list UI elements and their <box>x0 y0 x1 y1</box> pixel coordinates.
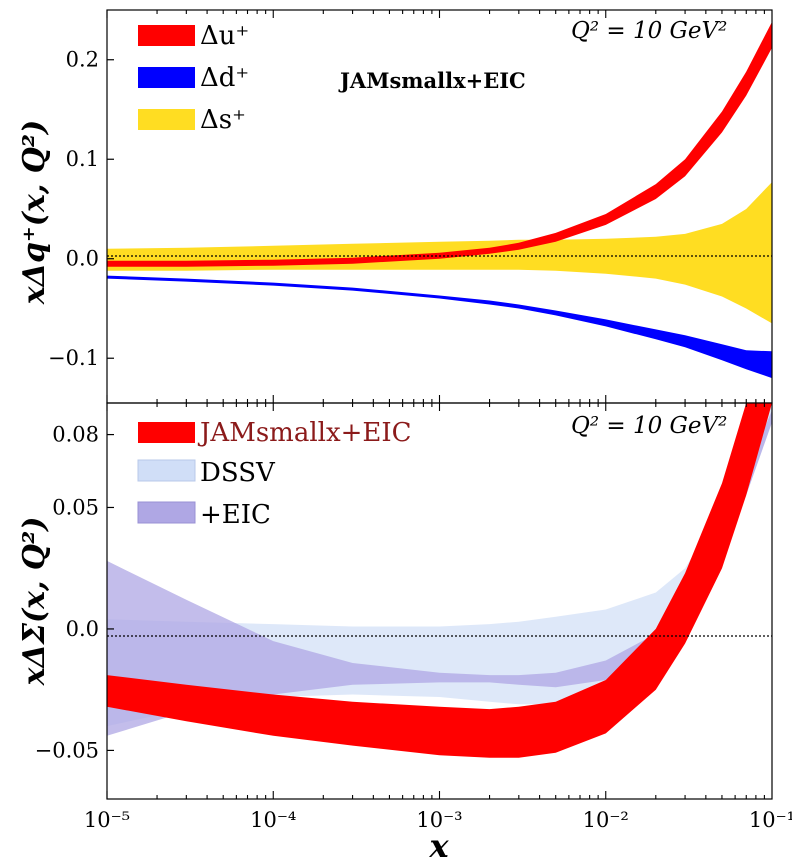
legend-swatch-dd <box>138 67 195 88</box>
band-d-2 <box>107 275 772 379</box>
x-axis-label: x <box>428 827 449 864</box>
bottom-y-axis-label: xΔΣ(x, Q²) <box>17 517 52 687</box>
y-tick-label: −0.05 <box>35 738 99 762</box>
legend-label-du: Δu⁺ <box>200 21 249 51</box>
top-y-axis-label: xΔq⁺(x, Q²) <box>17 120 52 305</box>
top-x-axis <box>106 10 765 403</box>
legend-swatch-du <box>138 25 195 46</box>
bottom-legend: JAMsmallx+EIC DSSV +EIC <box>137 418 412 530</box>
y-tick-label: −0.1 <box>48 346 99 370</box>
band-eic-1 <box>107 410 772 736</box>
legend-label-ds: Δs⁺ <box>200 105 246 135</box>
bottom-q2-annotation: Q² = 10 GeV² <box>571 413 727 439</box>
x-tick-label: 10⁻⁴ <box>250 808 296 832</box>
legend-label-eic: +EIC <box>200 500 271 530</box>
band-u-1 <box>107 21 772 267</box>
x-tick-label: 10⁻² <box>583 808 629 832</box>
bottom-y-axis: 0.08 0.05 0.0 −0.05 <box>35 423 114 762</box>
top-bands <box>107 21 772 379</box>
y-tick-label: 0.08 <box>52 423 99 447</box>
y-tick-label: 0.0 <box>66 247 99 271</box>
legend-label-dssv: DSSV <box>200 458 276 488</box>
top-legend: Δu⁺ Δd⁺ Δs⁺ <box>138 21 249 135</box>
legend-swatch-ds <box>138 109 195 130</box>
legend-label-jam: JAMsmallx+EIC <box>197 418 412 448</box>
x-tick-label: 10⁻⁵ <box>84 808 130 832</box>
band-s-0 <box>107 182 772 324</box>
top-q2-annotation: Q² = 10 GeV² <box>571 18 727 44</box>
top-panel: 0.20.10.0−0.1 Δu⁺ Δd⁺ Δs⁺ JAMsmallx+EIC … <box>17 9 773 404</box>
y-tick-label: 0.1 <box>66 147 99 171</box>
x-tick-label: 10⁻³ <box>416 808 462 832</box>
y-tick-label: 0.2 <box>66 48 99 72</box>
legend-swatch-jam <box>138 422 195 443</box>
bottom-panel: 0.08 0.05 0.0 −0.05 10⁻⁵ 10⁻⁴ 10⁻³ 10⁻² 10⁻¹ JA… <box>17 402 792 864</box>
y-tick-label: 0.0 <box>66 617 99 641</box>
top-inner-title: JAMsmallx+EIC <box>338 68 526 93</box>
legend-label-dd: Δd⁺ <box>200 63 249 93</box>
y-tick-label: 0.05 <box>52 495 99 519</box>
x-tick-label: 10⁻¹ <box>749 808 792 832</box>
legend-swatch-eic <box>137 501 196 524</box>
bottom-bands <box>107 403 772 758</box>
top-y-axis: 0.2 0.1 0.0 −0.1 <box>48 48 114 370</box>
legend-swatch-dssv <box>137 459 196 482</box>
bottom-x-axis: 10⁻⁵ 10⁻⁴ 10⁻³ 10⁻² 10⁻¹ <box>84 403 792 832</box>
